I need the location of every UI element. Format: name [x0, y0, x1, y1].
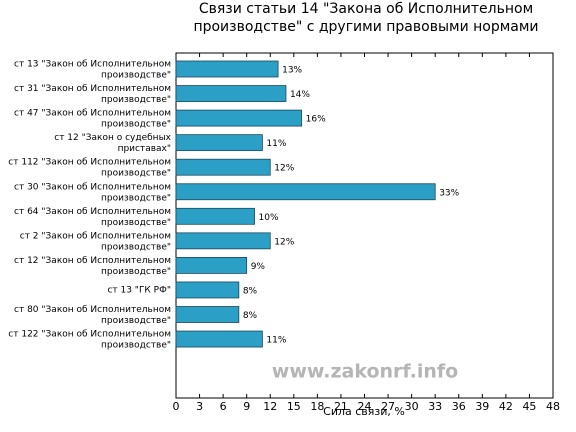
- bar: [175, 256, 248, 274]
- y-tick-label: ст 12 "Закон об Исполнительном производст…: [14, 255, 171, 276]
- y-tick-label: ст 30 "Закон об Исполнительном производст…: [14, 182, 171, 203]
- y-tick-label: ст 47 "Закон об Исполнительном производст…: [14, 108, 171, 129]
- bar: [175, 158, 271, 176]
- x-tick-label: 6: [220, 400, 227, 413]
- x-tick-label: 48: [546, 400, 560, 413]
- x-tick-label: 42: [499, 400, 513, 413]
- x-tick-label: 12: [263, 400, 277, 413]
- value-label: 14%: [290, 90, 310, 100]
- x-tick-label: 3: [196, 400, 203, 413]
- y-tick-label: ст 13 "Закон об Исполнительном производст…: [14, 59, 171, 80]
- x-tick-label: 45: [522, 400, 536, 413]
- bar: [175, 85, 287, 102]
- y-tick-label: ст 31 "Закон об Исполнительном производст…: [14, 84, 171, 105]
- value-label: 13%: [282, 66, 302, 76]
- x-tick-label: 30: [405, 400, 419, 413]
- watermark: www.zakonrf.info: [272, 361, 458, 383]
- value-label: 12%: [274, 237, 294, 247]
- x-tick-label: 9: [243, 400, 250, 413]
- x-tick-label: 0: [173, 400, 180, 413]
- value-label: 16%: [306, 115, 326, 125]
- y-tick-label: ст 112 "Закон об Исполнительном производс…: [8, 157, 171, 178]
- bar: [175, 330, 263, 348]
- bar: [175, 183, 436, 201]
- value-label: 11%: [266, 139, 286, 149]
- chart-title: Связи статьи 14 "Закона об Исполнительно…: [193, 1, 538, 35]
- bar: [175, 60, 279, 78]
- y-tick-label: ст 64 "Закон об Исполнительном производст…: [14, 206, 171, 227]
- bar: [175, 232, 271, 250]
- y-tick-label: ст 122 "Закон об Исполнительном производс…: [8, 329, 171, 350]
- bar: [175, 281, 240, 299]
- x-tick-label: 15: [287, 400, 301, 413]
- x-tick-label: 18: [310, 400, 324, 413]
- value-label: 33%: [439, 188, 459, 198]
- value-label: 9%: [251, 262, 266, 272]
- value-label: 12%: [274, 164, 294, 174]
- y-tick-label: ст 80 "Закон об Исполнительном производст…: [14, 305, 171, 326]
- bar: [175, 207, 255, 225]
- x-tick-label: 39: [475, 400, 489, 413]
- bar: [175, 306, 240, 323]
- bar: [175, 109, 303, 127]
- y-tick-label: ст 12 "Закон о судебных приставах": [54, 133, 171, 154]
- x-tick-label: 21: [334, 400, 348, 413]
- value-label: 11%: [266, 336, 286, 346]
- value-label: 10%: [259, 213, 279, 223]
- x-tick-label: 24: [358, 400, 372, 413]
- x-tick-label: 27: [381, 400, 395, 413]
- value-label: 8%: [243, 286, 258, 296]
- bar: [175, 134, 263, 152]
- x-axis-label: Сила связи, %: [323, 405, 405, 418]
- x-tick-label: 33: [428, 400, 442, 413]
- value-label: 8%: [243, 311, 258, 321]
- y-tick-label: ст 13 "ГК РФ": [107, 285, 171, 295]
- y-tick-label: ст 2 "Закон об Исполнительном производств…: [20, 231, 171, 252]
- x-tick-label: 36: [452, 400, 466, 413]
